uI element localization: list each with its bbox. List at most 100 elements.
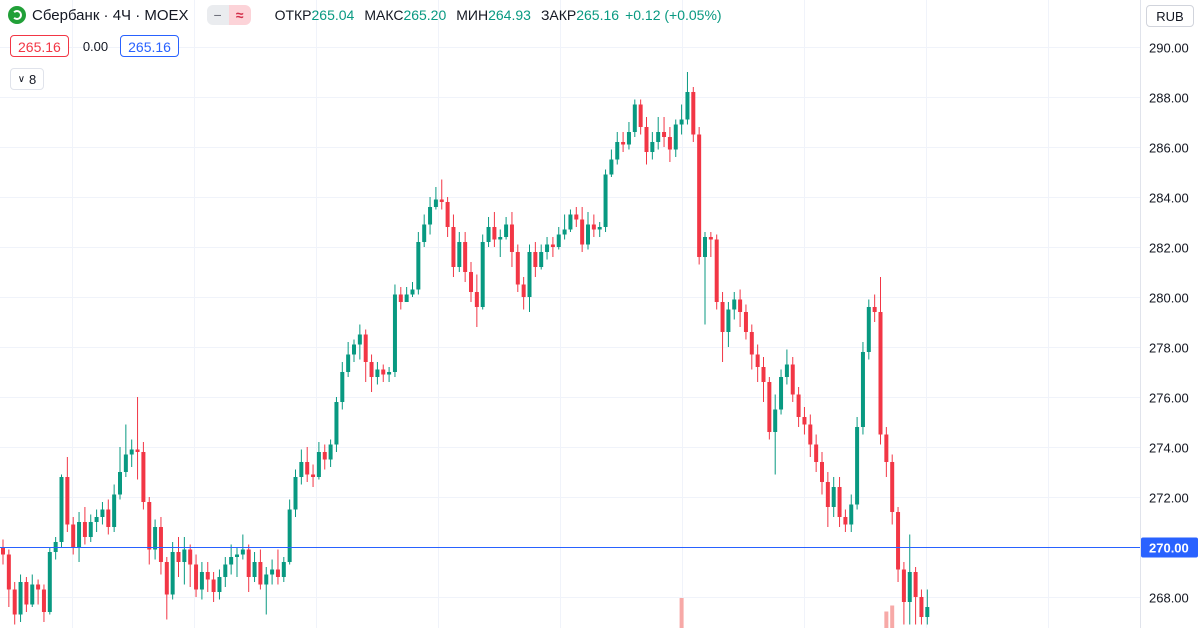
- candle-body: [12, 589, 17, 615]
- candle-body: [667, 137, 672, 150]
- candle: [697, 127, 702, 265]
- candle-body: [773, 409, 778, 432]
- candle: [539, 244, 544, 270]
- candle-body: [457, 242, 462, 267]
- candle: [211, 572, 216, 602]
- candle: [392, 284, 397, 377]
- compare-toggle[interactable]: ≈: [228, 5, 251, 25]
- candle-body: [229, 557, 234, 565]
- candle: [82, 507, 87, 545]
- candle: [170, 542, 175, 600]
- candle-body: [217, 577, 222, 592]
- candle: [738, 289, 743, 327]
- candle-body: [685, 92, 690, 120]
- candle: [907, 534, 912, 625]
- candle-body: [194, 564, 199, 590]
- sell-button[interactable]: 265.16: [10, 35, 69, 57]
- candle: [492, 212, 497, 247]
- candle-body: [410, 289, 415, 295]
- candle-body: [767, 382, 772, 432]
- candle: [246, 544, 251, 592]
- price-axis-tick-label: 280.00: [1149, 291, 1189, 306]
- candle-body: [433, 199, 438, 207]
- volume-bar: [884, 611, 889, 628]
- candle-body: [673, 124, 678, 150]
- currency-selector[interactable]: RUB: [1146, 5, 1194, 27]
- candle: [235, 547, 239, 577]
- candle: [743, 304, 748, 340]
- candle: [866, 299, 871, 360]
- candle: [632, 99, 637, 137]
- candle: [12, 582, 17, 625]
- candle: [825, 472, 830, 527]
- candle-body: [755, 354, 760, 367]
- candle-body: [474, 292, 479, 307]
- candle: [428, 197, 433, 235]
- candle-body: [884, 434, 889, 462]
- candle: [311, 464, 316, 487]
- buy-button[interactable]: 265.16: [120, 35, 179, 57]
- candle: [480, 234, 485, 310]
- candle-body: [281, 562, 286, 577]
- candle-body: [586, 224, 590, 245]
- symbol-title[interactable]: Сбербанк · 4Ч · MOEX: [32, 6, 189, 24]
- price-axis-tick-label: 288.00: [1149, 91, 1189, 106]
- candle: [194, 554, 199, 597]
- candle-body: [112, 494, 117, 527]
- candle: [77, 512, 82, 562]
- candle-body: [305, 462, 310, 475]
- candle: [18, 574, 23, 622]
- candle: [545, 237, 550, 260]
- candle: [147, 497, 152, 565]
- candle: [562, 214, 567, 240]
- indicators-toggle-button[interactable]: ∨ 8: [10, 68, 44, 90]
- candle-body: [621, 142, 626, 145]
- candle: [527, 244, 532, 312]
- candle-body: [486, 227, 491, 242]
- candle-body: [188, 549, 193, 565]
- candle: [182, 537, 187, 585]
- candle-body: [597, 227, 602, 230]
- candle-body: [814, 444, 819, 462]
- chevron-down-icon: ∨: [17, 73, 26, 85]
- candle: [469, 262, 473, 302]
- candle-body: [784, 364, 789, 377]
- candle-body: [703, 237, 707, 257]
- low-label: МИН: [456, 7, 489, 23]
- candle: [878, 277, 883, 445]
- candle-body: [223, 564, 228, 577]
- candle: [860, 342, 865, 435]
- horizontal-gridlines: [0, 47, 1140, 598]
- candle-body: [346, 354, 351, 372]
- candle: [463, 232, 468, 282]
- candle: [422, 214, 427, 247]
- candle-body: [205, 572, 210, 580]
- sberbank-logo-icon[interactable]: [8, 6, 26, 24]
- candle: [287, 499, 292, 565]
- candle: [550, 237, 555, 257]
- candle-body: [211, 579, 216, 592]
- candle: [621, 132, 626, 152]
- candle: [761, 357, 766, 402]
- candle-body: [439, 199, 444, 202]
- candle-body: [182, 549, 187, 562]
- hide-legend-toggle[interactable]: −: [206, 5, 229, 25]
- candle-body: [808, 424, 813, 445]
- candle: [498, 229, 503, 257]
- candle-body: [352, 344, 356, 355]
- candle: [205, 562, 210, 592]
- indicators-count: 8: [29, 71, 37, 87]
- candle-body: [381, 369, 386, 375]
- candle: [433, 187, 438, 210]
- candle-body: [30, 584, 35, 605]
- candle: [270, 559, 275, 585]
- candle-body: [153, 527, 158, 550]
- candle-body: [422, 224, 427, 242]
- candle: [316, 442, 321, 480]
- candle-body: [41, 589, 46, 612]
- candle: [533, 242, 538, 277]
- price-axis-tick-label: 276.00: [1149, 391, 1189, 406]
- candle-body: [176, 552, 181, 562]
- price-axis[interactable]: 268.00 270.00 272.00 274.00 276.00 278.00 280.…: [1149, 41, 1189, 606]
